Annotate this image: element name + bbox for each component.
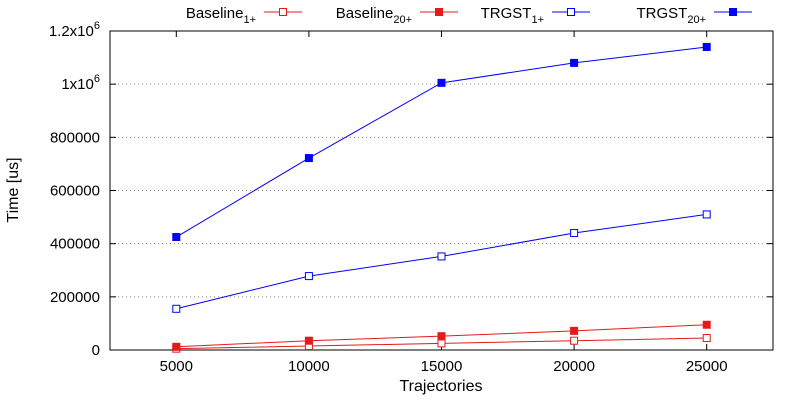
x-axis-label: Trajectories	[400, 378, 483, 395]
legend-item: TRGST20+	[636, 5, 752, 26]
y-tick-label-exponent: 6	[94, 73, 100, 85]
legend-item: TRGST1+	[481, 5, 590, 26]
x-tick-label: 10000	[288, 358, 330, 375]
data-point	[437, 78, 446, 87]
legend-label-name: TRGST	[636, 5, 687, 22]
data-point	[304, 154, 313, 163]
data-point	[437, 252, 446, 261]
y-tick-label: 1.2x106	[49, 20, 100, 40]
x-tick-label: 25000	[686, 358, 728, 375]
data-point	[702, 42, 711, 51]
series-trgst-1plus	[172, 210, 711, 313]
y-tick-label-base: 400000	[50, 236, 100, 253]
legend-swatch-marker	[567, 8, 575, 16]
y-axis-label: Time [us]	[5, 157, 22, 222]
data-point	[570, 336, 579, 345]
y-tick-label-base: 800000	[50, 129, 100, 146]
y-tick-label: 1x106	[61, 73, 100, 93]
y-tick-label: 800000	[50, 129, 100, 146]
series-trgst-20plus	[172, 42, 711, 242]
y-tick-label-exponent: 6	[94, 20, 100, 32]
y-tick-label-base: 1x10	[61, 76, 94, 93]
legend-label: Baseline20+	[336, 5, 412, 26]
data-point	[172, 342, 181, 351]
y-tick-label-base: 200000	[50, 289, 100, 306]
data-point	[172, 233, 181, 242]
data-point	[570, 229, 579, 238]
series-baseline-20plus	[172, 320, 711, 351]
legend-label: TRGST1+	[481, 5, 544, 26]
legend-label-subscript: 20+	[687, 14, 706, 26]
data-point	[304, 336, 313, 345]
legend-swatch-marker	[729, 8, 737, 16]
y-tick-label-base: 0	[92, 342, 100, 359]
legend-item: Baseline20+	[336, 5, 458, 26]
y-tick-label-base: 600000	[50, 183, 100, 200]
data-point	[304, 272, 313, 281]
y-tick-label: 0	[92, 342, 100, 359]
y-tick-label: 400000	[50, 236, 100, 253]
legend-swatch-marker	[435, 8, 443, 16]
legend-label: Baseline1+	[186, 5, 256, 26]
x-tick-label: 20000	[553, 358, 595, 375]
legend-label-subscript: 20+	[393, 14, 412, 26]
legend-label: TRGST20+	[636, 5, 706, 26]
legend-swatch-marker	[279, 8, 287, 16]
y-tick-label: 600000	[50, 183, 100, 200]
y-tick-label-base: 1.2x10	[49, 23, 94, 40]
data-point	[702, 210, 711, 219]
y-tick-label: 200000	[50, 289, 100, 306]
data-point	[570, 58, 579, 67]
legend-label-name: Baseline	[186, 5, 244, 22]
data-point	[702, 320, 711, 329]
data-point	[437, 339, 446, 348]
series-line	[176, 46, 707, 238]
legend-item: Baseline1+	[186, 5, 302, 26]
x-tick-label: 5000	[160, 358, 193, 375]
axis-ticks: 02000004000006000008000001x1061.2x106500…	[49, 20, 773, 375]
data-point	[702, 334, 711, 343]
grid-lines	[110, 83, 773, 298]
legend-label-name: TRGST	[481, 5, 532, 22]
legend-label-subscript: 1+	[243, 14, 256, 26]
legend: Baseline1+ Baseline20+ TRGST1+ TRGST20+	[186, 5, 752, 26]
legend-label-subscript: 1+	[531, 14, 544, 26]
data-point	[437, 332, 446, 341]
x-tick-label: 15000	[421, 358, 463, 375]
series-lines	[172, 42, 711, 353]
data-point	[570, 326, 579, 335]
data-point	[172, 304, 181, 313]
legend-label-name: Baseline	[336, 5, 394, 22]
series-line	[176, 213, 707, 310]
